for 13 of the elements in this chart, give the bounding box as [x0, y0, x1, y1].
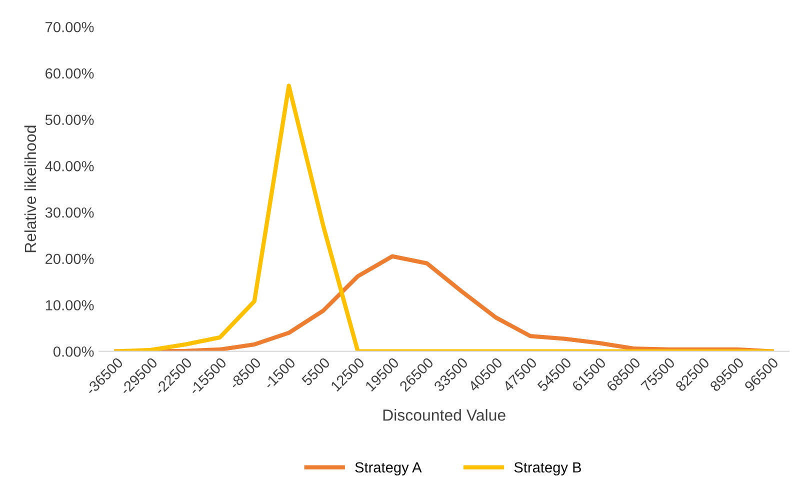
y-tick-label: 10.00%: [46, 300, 94, 310]
y-tick-label: 20.00%: [46, 254, 94, 264]
y-tick-label: 60.00%: [46, 68, 94, 79]
y-tick-label: 30.00%: [45, 207, 94, 218]
legend-label: Strategy A: [355, 462, 422, 476]
x-axis-title: Discounted Value: [383, 409, 506, 421]
y-tick-label: 40.00%: [45, 161, 94, 172]
y-tick-label: 70.00%: [46, 22, 94, 32]
legend-label: Strategy B: [514, 462, 581, 476]
line-series: [114, 84, 774, 352]
y-axis-title: Relative likelihood: [24, 126, 36, 252]
y-tick-label: 50.00%: [45, 114, 94, 125]
y-tick-label: 0.00%: [53, 346, 94, 357]
